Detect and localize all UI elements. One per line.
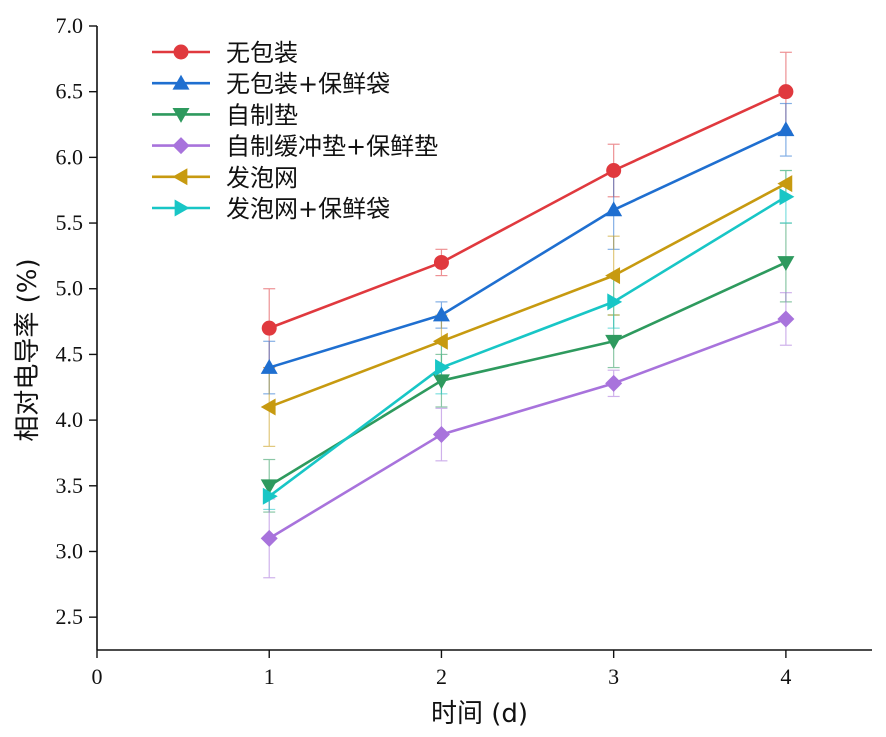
data-point <box>260 398 276 416</box>
data-point <box>432 426 450 444</box>
data-point <box>262 487 278 505</box>
data-point <box>606 163 622 179</box>
legend-marker <box>172 137 190 155</box>
y-tick-label: 5.0 <box>56 276 84 301</box>
legend-marker <box>172 74 190 90</box>
y-tick-label: 4.0 <box>56 407 84 432</box>
data-point <box>777 310 795 328</box>
x-tick-label: 2 <box>436 664 447 689</box>
series-line <box>268 195 787 498</box>
legend-marker <box>174 199 190 217</box>
x-tick-label: 3 <box>608 664 619 689</box>
legend-label: 无包装 <box>226 39 298 67</box>
data-markers <box>260 84 795 547</box>
axes: 2.5 3.0 3.5 4.0 4.5 5.0 5.5 6.0 6.5 7.0 0 1 2 3 4 <box>56 13 872 689</box>
data-point <box>605 201 623 217</box>
data-point <box>777 256 795 271</box>
y-tick-label: 6.0 <box>56 144 84 169</box>
y-tick-label: 3.0 <box>56 538 84 563</box>
y-tick-label: 2.5 <box>56 604 84 629</box>
x-tick-label: 4 <box>780 664 791 689</box>
y-tick-label: 4.5 <box>56 341 84 366</box>
series-line <box>268 317 787 540</box>
series-lines <box>268 90 787 540</box>
x-axis-title: 时间 (d) <box>431 699 528 729</box>
data-point <box>777 175 793 193</box>
legend-marker <box>172 108 190 123</box>
data-point <box>433 254 449 270</box>
data-point <box>605 334 623 350</box>
y-tick-label: 7.0 <box>56 13 84 38</box>
data-point <box>432 374 450 390</box>
legend-marker <box>172 168 188 186</box>
x-tick-label: 0 <box>92 664 103 689</box>
data-point <box>432 332 448 350</box>
data-point <box>778 84 794 100</box>
data-point <box>435 359 450 377</box>
data-point <box>432 306 450 322</box>
data-point <box>605 374 623 392</box>
data-point <box>261 320 277 336</box>
data-point <box>260 529 278 547</box>
legend-label: 自制缓冲垫+保鲜垫 <box>226 133 438 161</box>
y-tick-label: 6.5 <box>56 79 84 104</box>
data-point <box>607 293 623 311</box>
data-point <box>779 188 795 206</box>
y-axis-title: 相对电导率 (%) <box>13 258 43 441</box>
data-point <box>260 479 278 495</box>
data-point <box>777 121 795 137</box>
series-line <box>268 261 787 487</box>
data-point <box>605 267 621 285</box>
legend-label: 发泡网+保鲜袋 <box>226 195 390 223</box>
x-tick-label: 1 <box>264 664 275 689</box>
legend-label: 无包装+保鲜袋 <box>226 70 390 98</box>
series-line <box>268 128 787 369</box>
legend-label: 发泡网 <box>226 164 298 192</box>
series-line <box>268 90 787 330</box>
legend-label: 自制垫 <box>226 101 298 129</box>
error-bars <box>263 51 792 579</box>
y-tick-label: 5.5 <box>56 210 84 235</box>
data-point <box>260 359 278 374</box>
legend-marker <box>173 44 189 60</box>
series-line <box>268 182 787 409</box>
y-tick-label: 3.5 <box>56 473 84 498</box>
